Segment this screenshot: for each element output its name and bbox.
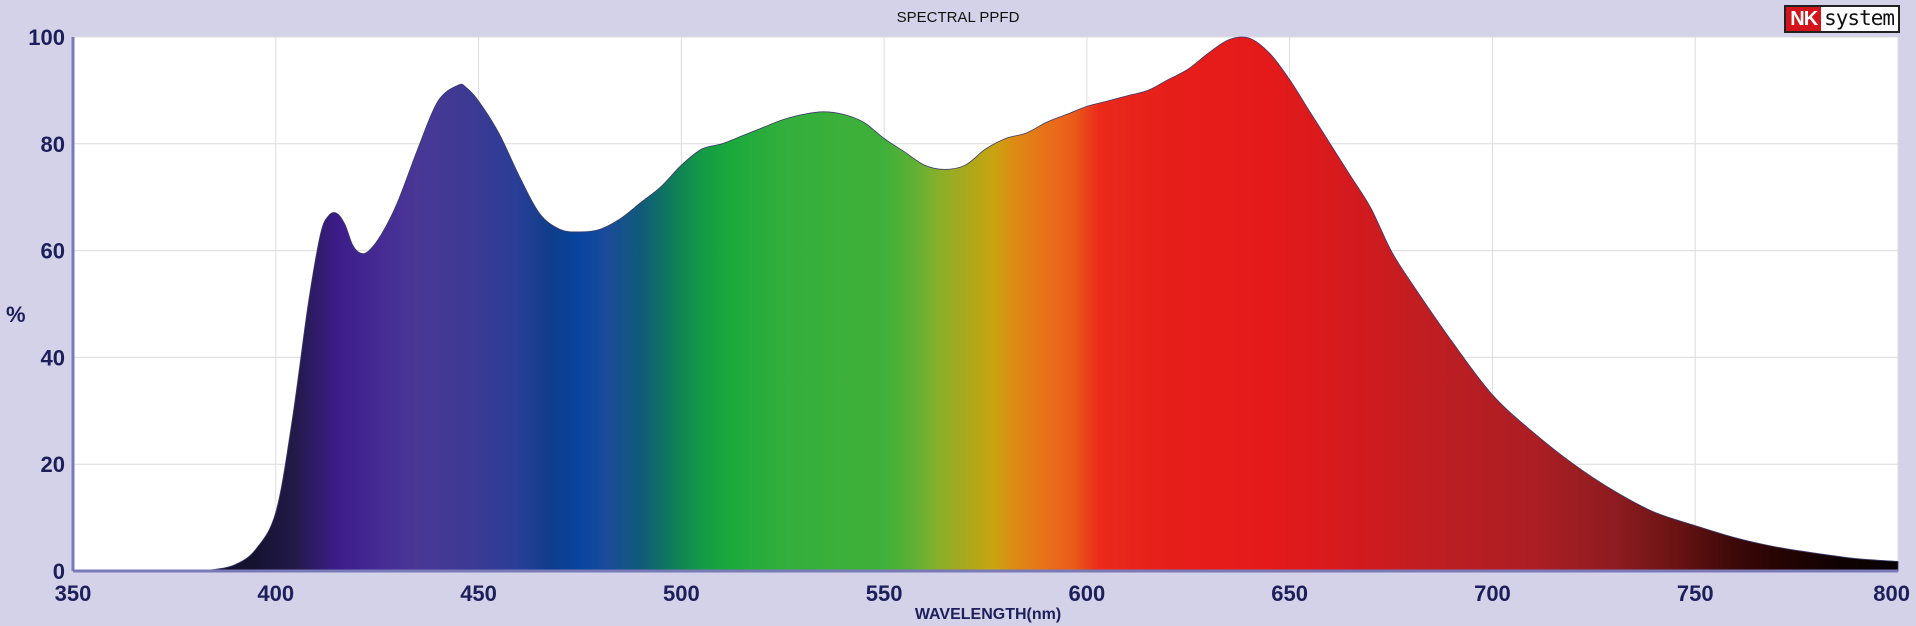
- x-tick: 450: [460, 581, 497, 606]
- y-tick: 100: [28, 25, 65, 50]
- x-tick-label: 750: [1677, 581, 1714, 606]
- y-tick-label: 60: [41, 239, 65, 264]
- x-tick-label: 350: [55, 581, 92, 606]
- x-tick-label: 500: [663, 581, 700, 606]
- y-tick: 60: [41, 239, 65, 264]
- x-tick-label: 650: [1271, 581, 1308, 606]
- y-tick: 0: [53, 559, 65, 584]
- y-tick: 20: [41, 452, 65, 477]
- y-tick-label: 0: [53, 559, 65, 584]
- x-tick: 500: [663, 581, 700, 606]
- x-tick-label: 600: [1069, 581, 1106, 606]
- x-tick: 700: [1474, 581, 1511, 606]
- x-tick: 400: [257, 581, 294, 606]
- x-tick: 800: [1873, 581, 1910, 606]
- y-tick-label: 80: [41, 132, 65, 157]
- y-tick-label: 20: [41, 452, 65, 477]
- y-tick-label: 40: [41, 345, 65, 370]
- y-ticks: 0 20 40 60 80 100: [28, 25, 65, 584]
- y-tick-label: 100: [28, 25, 65, 50]
- x-tick: 750: [1677, 581, 1714, 606]
- nk-system-logo: NK system: [1784, 5, 1900, 33]
- logo-nk: NK: [1786, 7, 1822, 31]
- logo-system: system: [1824, 6, 1895, 30]
- x-ticks: 350 400 450 500 550 600 650 700 750 800: [55, 581, 1910, 606]
- x-tick: 550: [866, 581, 903, 606]
- x-tick-label: 700: [1474, 581, 1511, 606]
- spectrum-area: [72, 36, 1899, 572]
- chart-title: SPECTRAL PPFD: [896, 9, 1020, 26]
- x-tick-label: 800: [1873, 581, 1910, 606]
- x-tick-label: 400: [257, 581, 294, 606]
- x-axis-label: WAVELENGTH(nm): [914, 606, 1062, 623]
- x-tick: 600: [1069, 581, 1106, 606]
- x-tick-label: 550: [866, 581, 903, 606]
- y-axis-label: %: [6, 302, 26, 327]
- y-tick: 40: [41, 345, 65, 370]
- y-tick: 80: [41, 132, 65, 157]
- x-tick-label: 450: [460, 581, 497, 606]
- x-tick: 650: [1271, 581, 1308, 606]
- x-tick: 350: [55, 581, 92, 606]
